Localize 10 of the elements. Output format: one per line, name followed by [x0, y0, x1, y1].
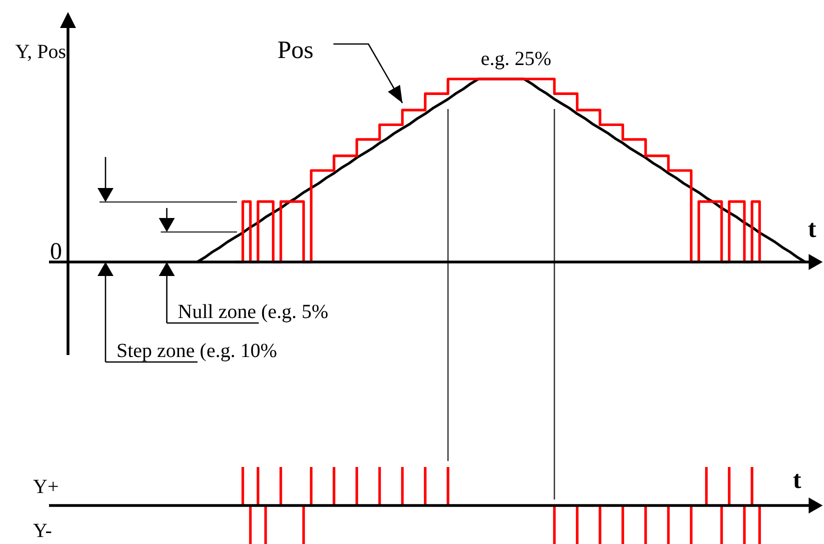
text: Pos	[277, 37, 314, 64]
text: Step zone (e.g. 10%	[116, 340, 278, 362]
x-axis-title: t	[808, 216, 817, 243]
text: Y-	[33, 520, 52, 542]
text: Y+	[33, 476, 59, 498]
text: 0	[50, 239, 62, 265]
x-axis-title: t	[792, 467, 802, 494]
text: e.g. 25%	[480, 48, 552, 70]
text: Null zone (e.g. 5%	[178, 301, 328, 323]
y-axis-title: Y, Pos	[15, 41, 66, 63]
